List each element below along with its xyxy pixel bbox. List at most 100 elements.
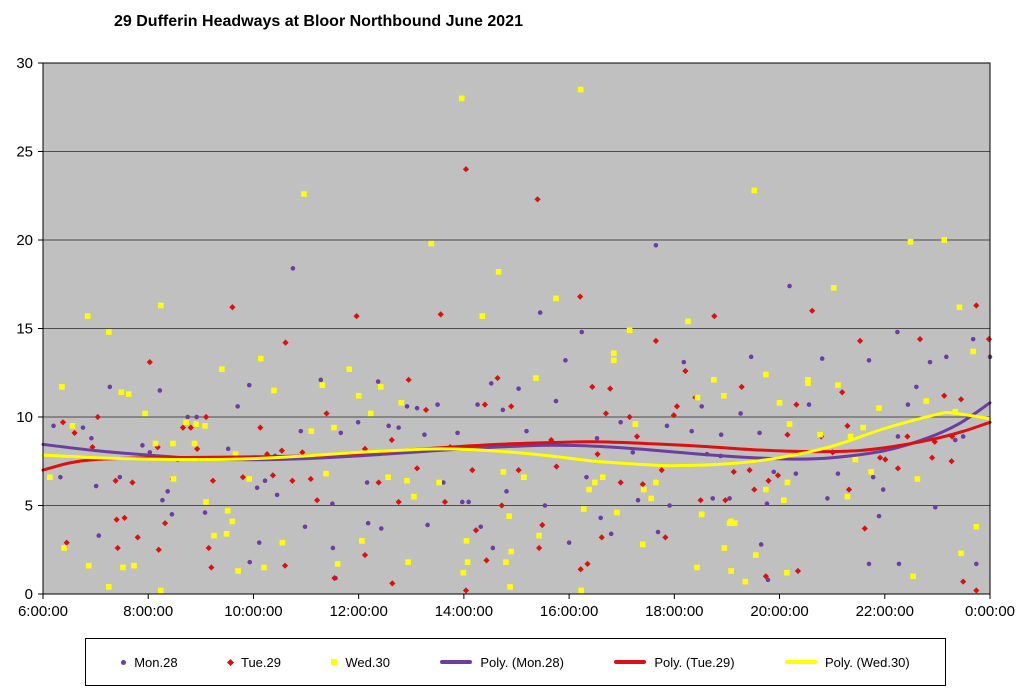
data-point-wed30 [323, 470, 329, 477]
data-point-wed30 [464, 559, 471, 565]
data-point-wed30 [533, 375, 539, 381]
data-point-wed30 [599, 474, 606, 480]
data-point-tue29 [395, 498, 402, 506]
data-point-mon28 [455, 430, 460, 436]
data-point-mon28 [944, 354, 949, 360]
data-point-tue29 [281, 562, 289, 569]
data-point-mon28 [608, 531, 614, 537]
data-point-tue29 [361, 551, 369, 559]
data-point-mon28 [414, 405, 420, 411]
x-axis-label: 18:00:00 [645, 603, 703, 620]
data-point-wed30 [377, 384, 384, 390]
data-point-tue29 [652, 337, 660, 344]
data-point-mon28 [598, 515, 603, 521]
data-point-tue29 [154, 443, 161, 451]
data-point-wed30 [694, 564, 700, 571]
data-point-wed30 [219, 366, 225, 373]
data-point-wed30 [626, 327, 633, 334]
data-point-wed30 [923, 398, 930, 404]
data-point-mon28 [710, 496, 716, 501]
data-point-wed30 [507, 584, 513, 590]
data-point-tue29 [323, 410, 330, 417]
legend: Mon.28 Tue.29 Wed.30 Poly. (Mon.28) Poly. (T… [85, 638, 946, 686]
data-point-wed30 [367, 410, 374, 417]
data-point-mon28 [364, 480, 370, 485]
data-point-mon28 [689, 428, 694, 434]
data-point-wed30 [639, 541, 646, 548]
data-point-wed30 [120, 564, 126, 571]
data-point-wed30 [780, 497, 787, 503]
data-point-tue29 [553, 463, 560, 470]
legend-item-tue29-marker-icon [226, 658, 235, 666]
data-point-mon28 [880, 487, 886, 492]
data-point-mon28 [960, 434, 966, 439]
data-point-mon28 [475, 402, 480, 407]
data-point-tue29 [187, 424, 194, 431]
data-point-mon28 [256, 540, 262, 545]
data-point-tue29 [469, 467, 476, 474]
data-point-tue29 [112, 477, 119, 484]
y-axis-labels: 0 5 10 15 20 25 30 [16, 55, 33, 603]
data-point-wed30 [202, 423, 208, 429]
legend-item-poly-mon-28--marker-icon [440, 660, 473, 664]
data-point-tue29 [751, 486, 758, 493]
data-point-mon28 [302, 524, 308, 530]
data-point-tue29 [536, 544, 543, 552]
data-point-wed30 [331, 424, 337, 431]
data-point-mon28 [504, 489, 509, 494]
data-point-wed30 [158, 302, 164, 309]
data-point-tue29 [388, 436, 395, 444]
data-point-wed30 [586, 486, 592, 493]
data-point-tue29 [929, 454, 936, 461]
data-point-tue29 [673, 403, 681, 410]
data-point-mon28 [365, 520, 371, 526]
data-point-mon28 [825, 496, 830, 501]
data-point-wed30 [308, 428, 315, 434]
data-point-wed30 [958, 550, 964, 557]
data-point-tue29 [845, 486, 853, 493]
data-point-mon28 [594, 435, 600, 441]
data-point-mon28 [254, 485, 260, 491]
data-point-wed30 [973, 523, 980, 530]
data-point-wed30 [720, 392, 727, 399]
data-point-tue29 [882, 456, 889, 463]
data-point-mon28 [478, 524, 484, 530]
data-point-mon28 [866, 561, 872, 567]
data-point-wed30 [868, 469, 874, 475]
x-axis-label: 0:00:00 [965, 603, 1015, 620]
data-point-tue29 [662, 534, 669, 541]
data-point-tue29 [282, 339, 289, 346]
scatter-series-wed30 [47, 86, 980, 594]
data-point-tue29 [278, 447, 285, 454]
data-point-wed30 [508, 548, 515, 555]
data-point-wed30 [835, 382, 841, 388]
data-point-tue29 [71, 429, 78, 437]
x-axis-label: 12:00:00 [329, 603, 387, 620]
data-point-wed30 [852, 456, 859, 463]
data-point-tue29 [711, 313, 718, 320]
data-point-mon28 [566, 540, 572, 545]
data-point-tue29 [916, 336, 924, 343]
legend-item-poly-mon-28--label: Poly. (Mon.28) [480, 654, 564, 670]
legend-item-wed30: Wed.30 [331, 655, 390, 670]
data-point-tue29 [639, 481, 646, 488]
data-point-tue29 [314, 497, 321, 504]
data-point-tue29 [534, 196, 541, 203]
data-point-tue29 [134, 534, 141, 541]
data-point-mon28 [584, 474, 589, 480]
data-point-mon28 [699, 404, 704, 409]
data-point-wed30 [581, 506, 587, 512]
data-point-wed30 [653, 479, 659, 486]
data-point-wed30 [830, 284, 837, 291]
data-point-tue29 [985, 336, 993, 343]
data-point-wed30 [170, 476, 177, 482]
data-point-wed30 [460, 569, 467, 576]
data-point-mon28 [96, 533, 102, 538]
data-point-wed30 [346, 366, 352, 373]
data-point-mon28 [653, 243, 659, 248]
data-point-tue29 [405, 376, 412, 383]
data-point-mon28 [655, 529, 661, 535]
data-point-tue29 [973, 587, 980, 594]
data-point-tue29 [602, 410, 610, 417]
